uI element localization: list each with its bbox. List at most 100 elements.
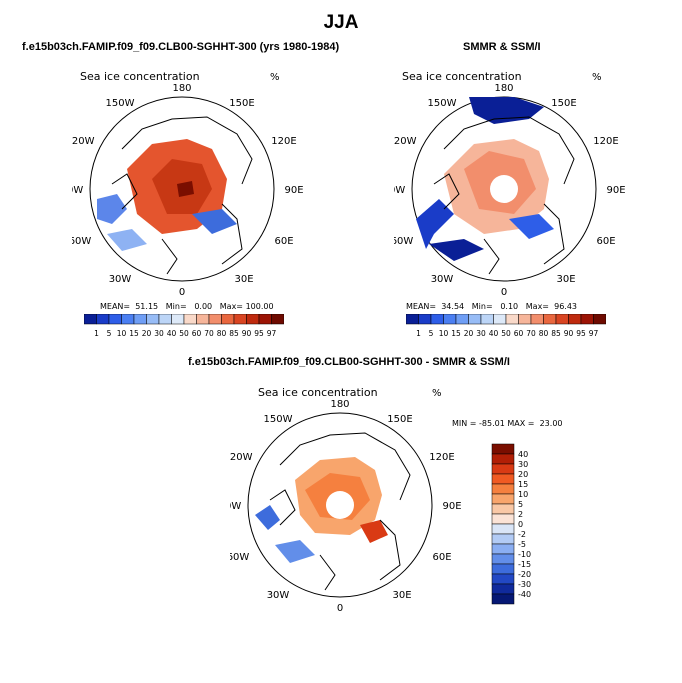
- lon-label-120W: 120W: [72, 136, 95, 147]
- lon-label-60W: 60W: [72, 236, 91, 247]
- map-panel-obs: Sea ice concentration % 180 150E 120E 90…: [394, 70, 626, 298]
- lon-label-30W: 30W: [267, 590, 290, 601]
- colorbar-swatch: [555, 314, 569, 325]
- polar-map: [89, 96, 275, 282]
- colorbar-model: 1 5 10 15 20 30 40 50 60 70 80 85 90 95 97: [84, 314, 284, 338]
- colorbar-swatch: [158, 314, 172, 325]
- max-label: MAX =: [507, 419, 535, 428]
- colorbar-tick-label: 70: [204, 329, 214, 338]
- colorbar-tick-label: 1: [416, 329, 421, 338]
- colorbar-swatch: [491, 533, 515, 545]
- panel-subtitle: Sea ice concentration: [80, 70, 200, 83]
- lon-label-150W: 150W: [106, 98, 135, 109]
- colorbar-swatch: [505, 314, 519, 325]
- colorbar-swatch: [443, 314, 457, 325]
- ice-field-barents: [509, 214, 554, 239]
- colorbar-tick-label: -20: [518, 570, 531, 579]
- lon-label-90E: 90E: [442, 501, 461, 512]
- lon-label-120E: 120E: [593, 136, 618, 147]
- colorbar-tick-label: 95: [576, 329, 586, 338]
- colorbar-tick-label: 15: [129, 329, 139, 338]
- colorbar-swatch: [84, 314, 97, 325]
- colorbar-tick-label: 30: [476, 329, 486, 338]
- colorbar-swatch: [418, 314, 432, 325]
- colorbar-swatch: [183, 314, 197, 325]
- colorbar-tick-label: 30: [154, 329, 164, 338]
- lon-label-150E: 150E: [229, 98, 254, 109]
- lon-label-30E: 30E: [392, 590, 411, 601]
- ice-field-max: [177, 181, 194, 197]
- lon-label-0: 0: [179, 287, 185, 298]
- lon-label-90W: 90W: [394, 185, 405, 196]
- max-value: 96.43: [554, 302, 578, 311]
- lon-label-150W: 150W: [428, 98, 457, 109]
- pole-hole: [490, 175, 518, 203]
- lon-label-90E: 90E: [606, 185, 625, 196]
- colorbar-tick-label: 85: [229, 329, 239, 338]
- ice-field-hudson: [97, 194, 127, 224]
- max-value: 100.00: [245, 302, 274, 311]
- colorbar-swatch: [530, 314, 544, 325]
- colorbar-tick-label: 40: [518, 450, 528, 459]
- colorbar-swatch: [196, 314, 210, 325]
- colorbar-swatch: [491, 493, 515, 505]
- colorbar-tick-label: 20: [518, 470, 528, 479]
- min-value: 0.10: [500, 302, 519, 311]
- longitude-labels: 180 150E 120E 90E 60E 30E 0 30W 60W 90W …: [394, 83, 626, 298]
- diff-field-labrador: [275, 540, 315, 563]
- colorbar-tick-label: 15: [451, 329, 461, 338]
- lon-label-120E: 120E: [271, 136, 296, 147]
- lon-label-60W: 60W: [394, 236, 413, 247]
- figure-title: JJA: [323, 12, 359, 33]
- colorbar-tick-label: 90: [564, 329, 574, 338]
- polar-map: [411, 96, 597, 282]
- coastlines: [111, 116, 253, 275]
- colorbar-tick-label: 10: [117, 329, 127, 338]
- colorbar-swatch: [491, 553, 515, 565]
- colorbar-swatch: [543, 314, 557, 325]
- mean-value: 34.54: [441, 302, 465, 311]
- colorbar-swatch: [468, 314, 482, 325]
- colorbar-tick-label: -2: [518, 530, 526, 539]
- lon-label-180: 180: [172, 83, 191, 94]
- diff-field-hudson: [255, 505, 280, 530]
- units-label: %: [270, 72, 280, 83]
- lon-label-180: 180: [494, 83, 513, 94]
- panel-subtitle: Sea ice concentration: [402, 70, 522, 83]
- colorbar-swatch: [133, 314, 147, 325]
- lon-label-120W: 120W: [394, 136, 417, 147]
- lon-label-30E: 30E: [556, 274, 575, 285]
- colorbar-tick-label: 70: [526, 329, 536, 338]
- map-panel-diff: Sea ice concentration % 180 150E 120E 90…: [230, 386, 462, 614]
- colorbar-tick-label: 50: [179, 329, 189, 338]
- colorbar-tick-label: 50: [501, 329, 511, 338]
- pole-hole: [326, 491, 354, 519]
- colorbar-swatch: [491, 503, 515, 515]
- colorbar-tick-label: 5: [429, 329, 434, 338]
- colorbar-swatch: [518, 314, 532, 325]
- colorbar-tick-label: 40: [167, 329, 177, 338]
- longitude-labels: 180 150E 120E 90E 60E 30E 0 30W 60W 90W …: [72, 83, 304, 298]
- lon-label-60E: 60E: [274, 236, 293, 247]
- ice-field-labrador: [107, 229, 147, 251]
- colorbar-tick-label: 5: [107, 329, 112, 338]
- colorbar-swatch: [491, 443, 515, 455]
- lon-label-60W: 60W: [230, 552, 249, 563]
- colorbar-swatch: [491, 453, 515, 465]
- max-label: Max=: [219, 302, 244, 311]
- lon-label-90W: 90W: [230, 501, 241, 512]
- mean-value: 51.15: [135, 302, 159, 311]
- coastlines: [269, 432, 411, 591]
- min-label: MIN =: [452, 419, 477, 428]
- panel-title-model: f.e15b03ch.FAMIP.f09_f09.CLB00-SGHHT-300…: [22, 41, 340, 53]
- colorbar-swatch: [491, 563, 515, 575]
- colorbar-tick-label: 60: [514, 329, 524, 338]
- panel-title-obs: SMMR & SSM/I: [463, 41, 541, 53]
- colorbar-tick-label: 20: [464, 329, 474, 338]
- lon-label-150E: 150E: [551, 98, 576, 109]
- colorbar-swatch: [108, 314, 122, 325]
- mean-label: MEAN=: [100, 302, 131, 311]
- units-label: %: [432, 388, 442, 399]
- colorbar-swatch: [221, 314, 235, 325]
- colorbar-tick-label: 5: [518, 500, 523, 509]
